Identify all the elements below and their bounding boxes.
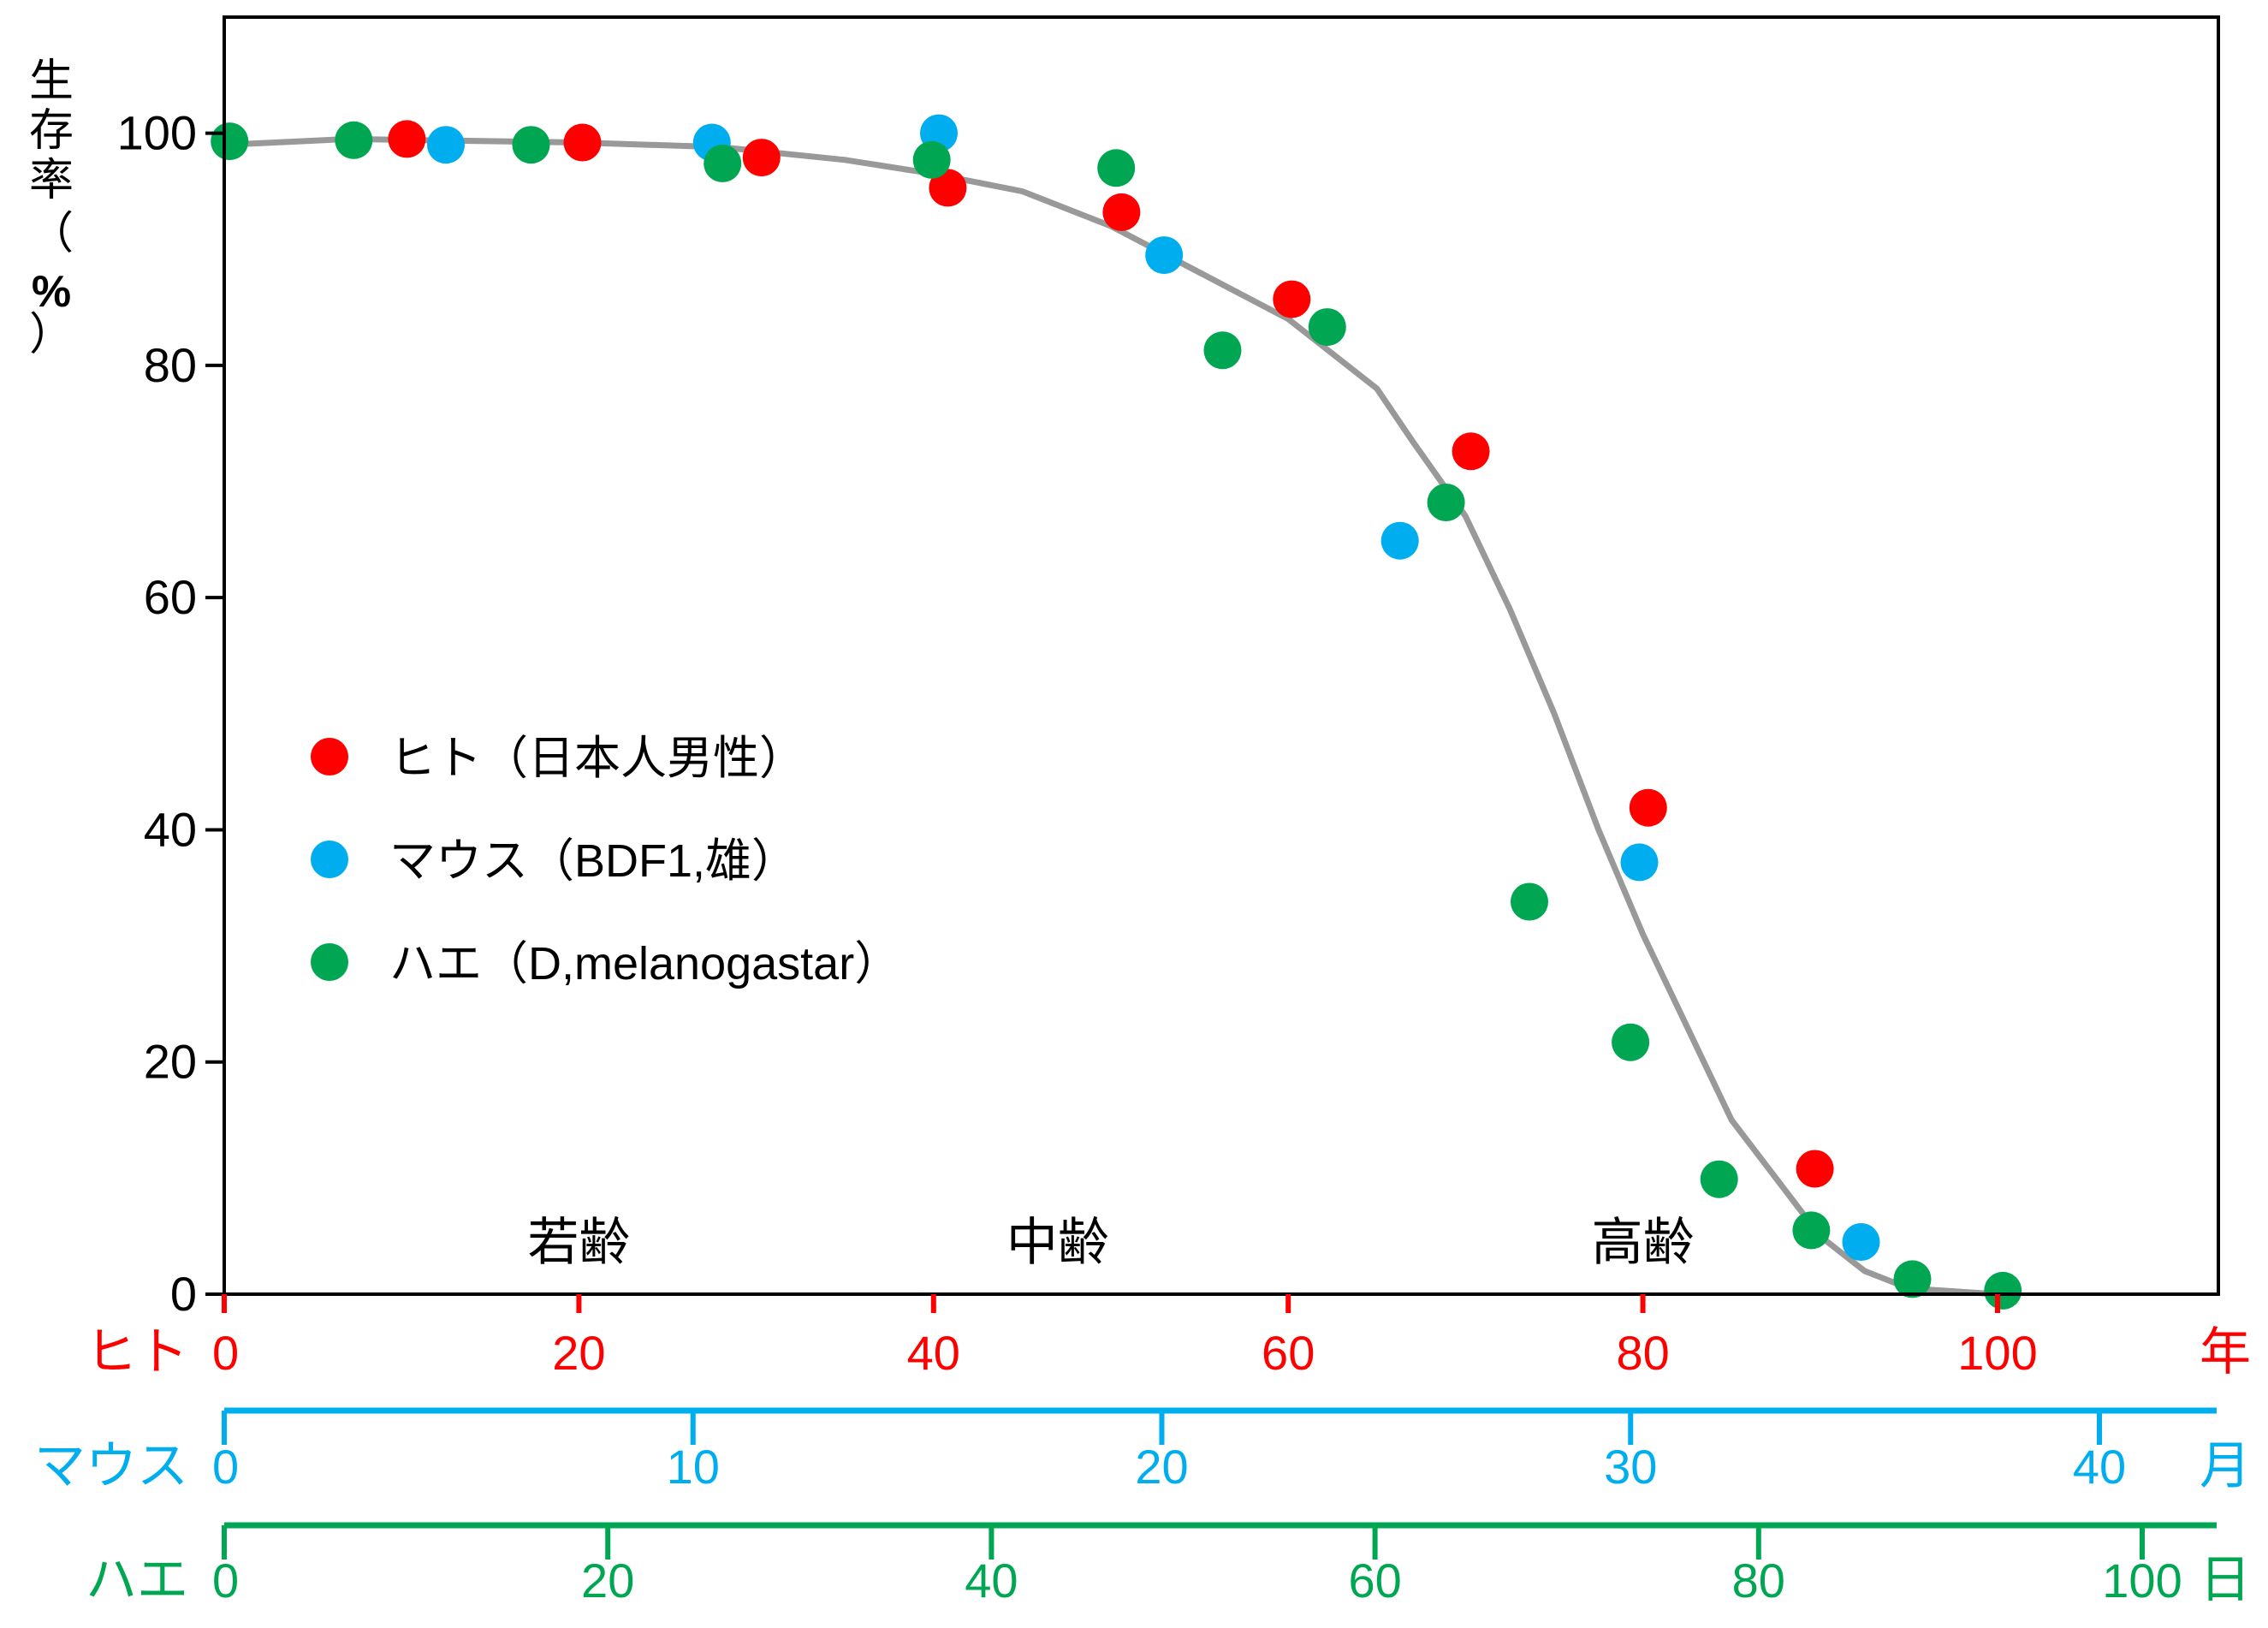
data-point-series-0-5 — [1273, 280, 1311, 318]
x-axes: 0 20 40 60 80 100 ヒト 年 0 10 20 30 40 マウス 月 0 20 40 60 80 100… — [34, 1294, 2251, 1608]
y-axis-label: 生存率（%） — [29, 56, 74, 359]
data-point-series-1-4 — [1380, 521, 1419, 560]
data-point-series-1-6 — [1842, 1223, 1880, 1261]
data-point-series-0-7 — [1629, 788, 1667, 827]
x-axis-1: 0 10 20 30 40 マウス 月 — [34, 1407, 2251, 1494]
x-axis-unit-0: 年 — [2200, 1323, 2251, 1381]
data-point-series-2-5 — [1097, 149, 1136, 187]
x-axis-1-tick-label-1: 10 — [667, 1440, 720, 1494]
legend-marker-0 — [311, 738, 348, 775]
fitted-survival-curve — [223, 135, 1998, 1298]
survival-curve-layer — [223, 135, 1998, 1298]
y-label-char-2: 率 — [29, 156, 74, 205]
data-point-series-2-7 — [1308, 308, 1346, 347]
y-label-char-4: % — [32, 267, 71, 317]
y-label-char-3: （ — [29, 209, 74, 258]
x-axis-1-tick-label-3: 30 — [1604, 1440, 1657, 1494]
data-point-series-0-0 — [388, 120, 426, 158]
x-axis-title-2: ハエ — [86, 1551, 188, 1608]
x-axis-2-tick-label-5: 100 — [2102, 1554, 2182, 1607]
x-axis-2-tick-label-2: 40 — [965, 1554, 1018, 1607]
y-label-char-5: ） — [29, 310, 74, 359]
data-point-series-0-6 — [1452, 432, 1490, 471]
data-point-series-1-0 — [427, 126, 465, 164]
x-axis-unit-1: 月 — [2200, 1437, 2251, 1494]
x-axis-2-tick-label-4: 80 — [1732, 1554, 1785, 1607]
y-label-char-0: 生 — [29, 56, 74, 106]
legend-label-1: マウス（BDF1,雄） — [389, 835, 798, 887]
y-tick-label-3: 60 — [144, 570, 197, 624]
x-axis-1-tick-label-0: 0 — [212, 1440, 239, 1494]
data-point-series-0-4 — [1102, 193, 1141, 231]
data-point-series-2-8 — [1427, 484, 1465, 521]
data-point-series-2-1 — [335, 121, 373, 159]
y-tick-label-4: 80 — [144, 338, 197, 392]
data-point-series-1-5 — [1620, 843, 1659, 882]
data-point-series-0-1 — [563, 123, 602, 162]
x-axis-0-tick-label-1: 20 — [552, 1326, 605, 1380]
y-tick-label-5: 100 — [117, 106, 197, 160]
x-axis-0-tick-label-2: 40 — [907, 1326, 960, 1380]
data-point-series-2-0 — [211, 122, 249, 161]
x-axis-0-tick-label-3: 60 — [1262, 1326, 1315, 1380]
age-stage-1: 中齢 — [1006, 1214, 1109, 1271]
data-point-series-2-11 — [1700, 1160, 1738, 1198]
x-axis-unit-2: 日 — [2200, 1551, 2251, 1608]
data-point-series-0-3 — [929, 169, 967, 207]
x-axis-title-0: ヒト — [86, 1323, 188, 1381]
data-point-series-2-9 — [1511, 882, 1548, 921]
data-point-series-2-10 — [1612, 1023, 1650, 1061]
data-point-series-2-3 — [704, 144, 742, 182]
legend-label-2: ハエ（D,melanogastar） — [389, 938, 900, 989]
age-stage-labels: 若齢 中齢 高齢 — [527, 1214, 1694, 1271]
data-point-series-1-3 — [1145, 236, 1184, 275]
data-point-series-2-13 — [1893, 1260, 1932, 1298]
x-axis-1-tick-label-2: 20 — [1135, 1440, 1188, 1494]
legend: ヒト（日本人男性） マウス（BDF1,雄） ハエ（D,melanogastar） — [311, 733, 900, 989]
legend-label-0: ヒト（日本人男性） — [389, 733, 805, 784]
plot-frame — [223, 15, 2220, 1296]
data-points-layer — [211, 114, 2022, 1310]
x-axis-2-tick-label-0: 0 — [212, 1554, 239, 1607]
x-axis-title-1: マウス — [34, 1437, 188, 1494]
y-tick-label-2: 40 — [144, 802, 197, 856]
data-point-series-2-4 — [912, 140, 951, 179]
data-point-series-0-8 — [1796, 1150, 1834, 1188]
x-axis-2-tick-label-1: 20 — [581, 1554, 634, 1607]
x-axis-1-tick-label-4: 40 — [2073, 1440, 2126, 1494]
x-axis-0-tick-label-0: 0 — [212, 1326, 239, 1380]
data-point-series-2-12 — [1792, 1211, 1831, 1250]
y-tick-label-0: 0 — [170, 1267, 197, 1321]
x-axis-0-tick-label-5: 100 — [1957, 1326, 2037, 1380]
x-axis-2-tick-label-3: 60 — [1348, 1554, 1401, 1607]
y-axis: 0 20 40 60 80 100 — [117, 106, 224, 1321]
y-label-char-1: 存 — [29, 106, 74, 156]
legend-marker-1 — [311, 841, 348, 878]
age-stage-0: 若齢 — [527, 1214, 630, 1271]
data-point-series-2-14 — [1984, 1271, 2022, 1310]
data-point-series-2-6 — [1203, 331, 1242, 370]
legend-marker-2 — [311, 943, 348, 981]
x-axis-0: 0 20 40 60 80 100 ヒト 年 — [86, 1294, 2251, 1381]
data-point-series-2-2 — [512, 126, 550, 164]
data-point-series-0-2 — [742, 139, 781, 177]
x-axis-2: 0 20 40 60 80 100 ハエ 日 — [86, 1522, 2251, 1608]
y-tick-label-1: 20 — [144, 1035, 197, 1089]
x-axis-0-tick-label-4: 80 — [1616, 1326, 1669, 1380]
age-stage-2: 高齢 — [1592, 1214, 1695, 1271]
